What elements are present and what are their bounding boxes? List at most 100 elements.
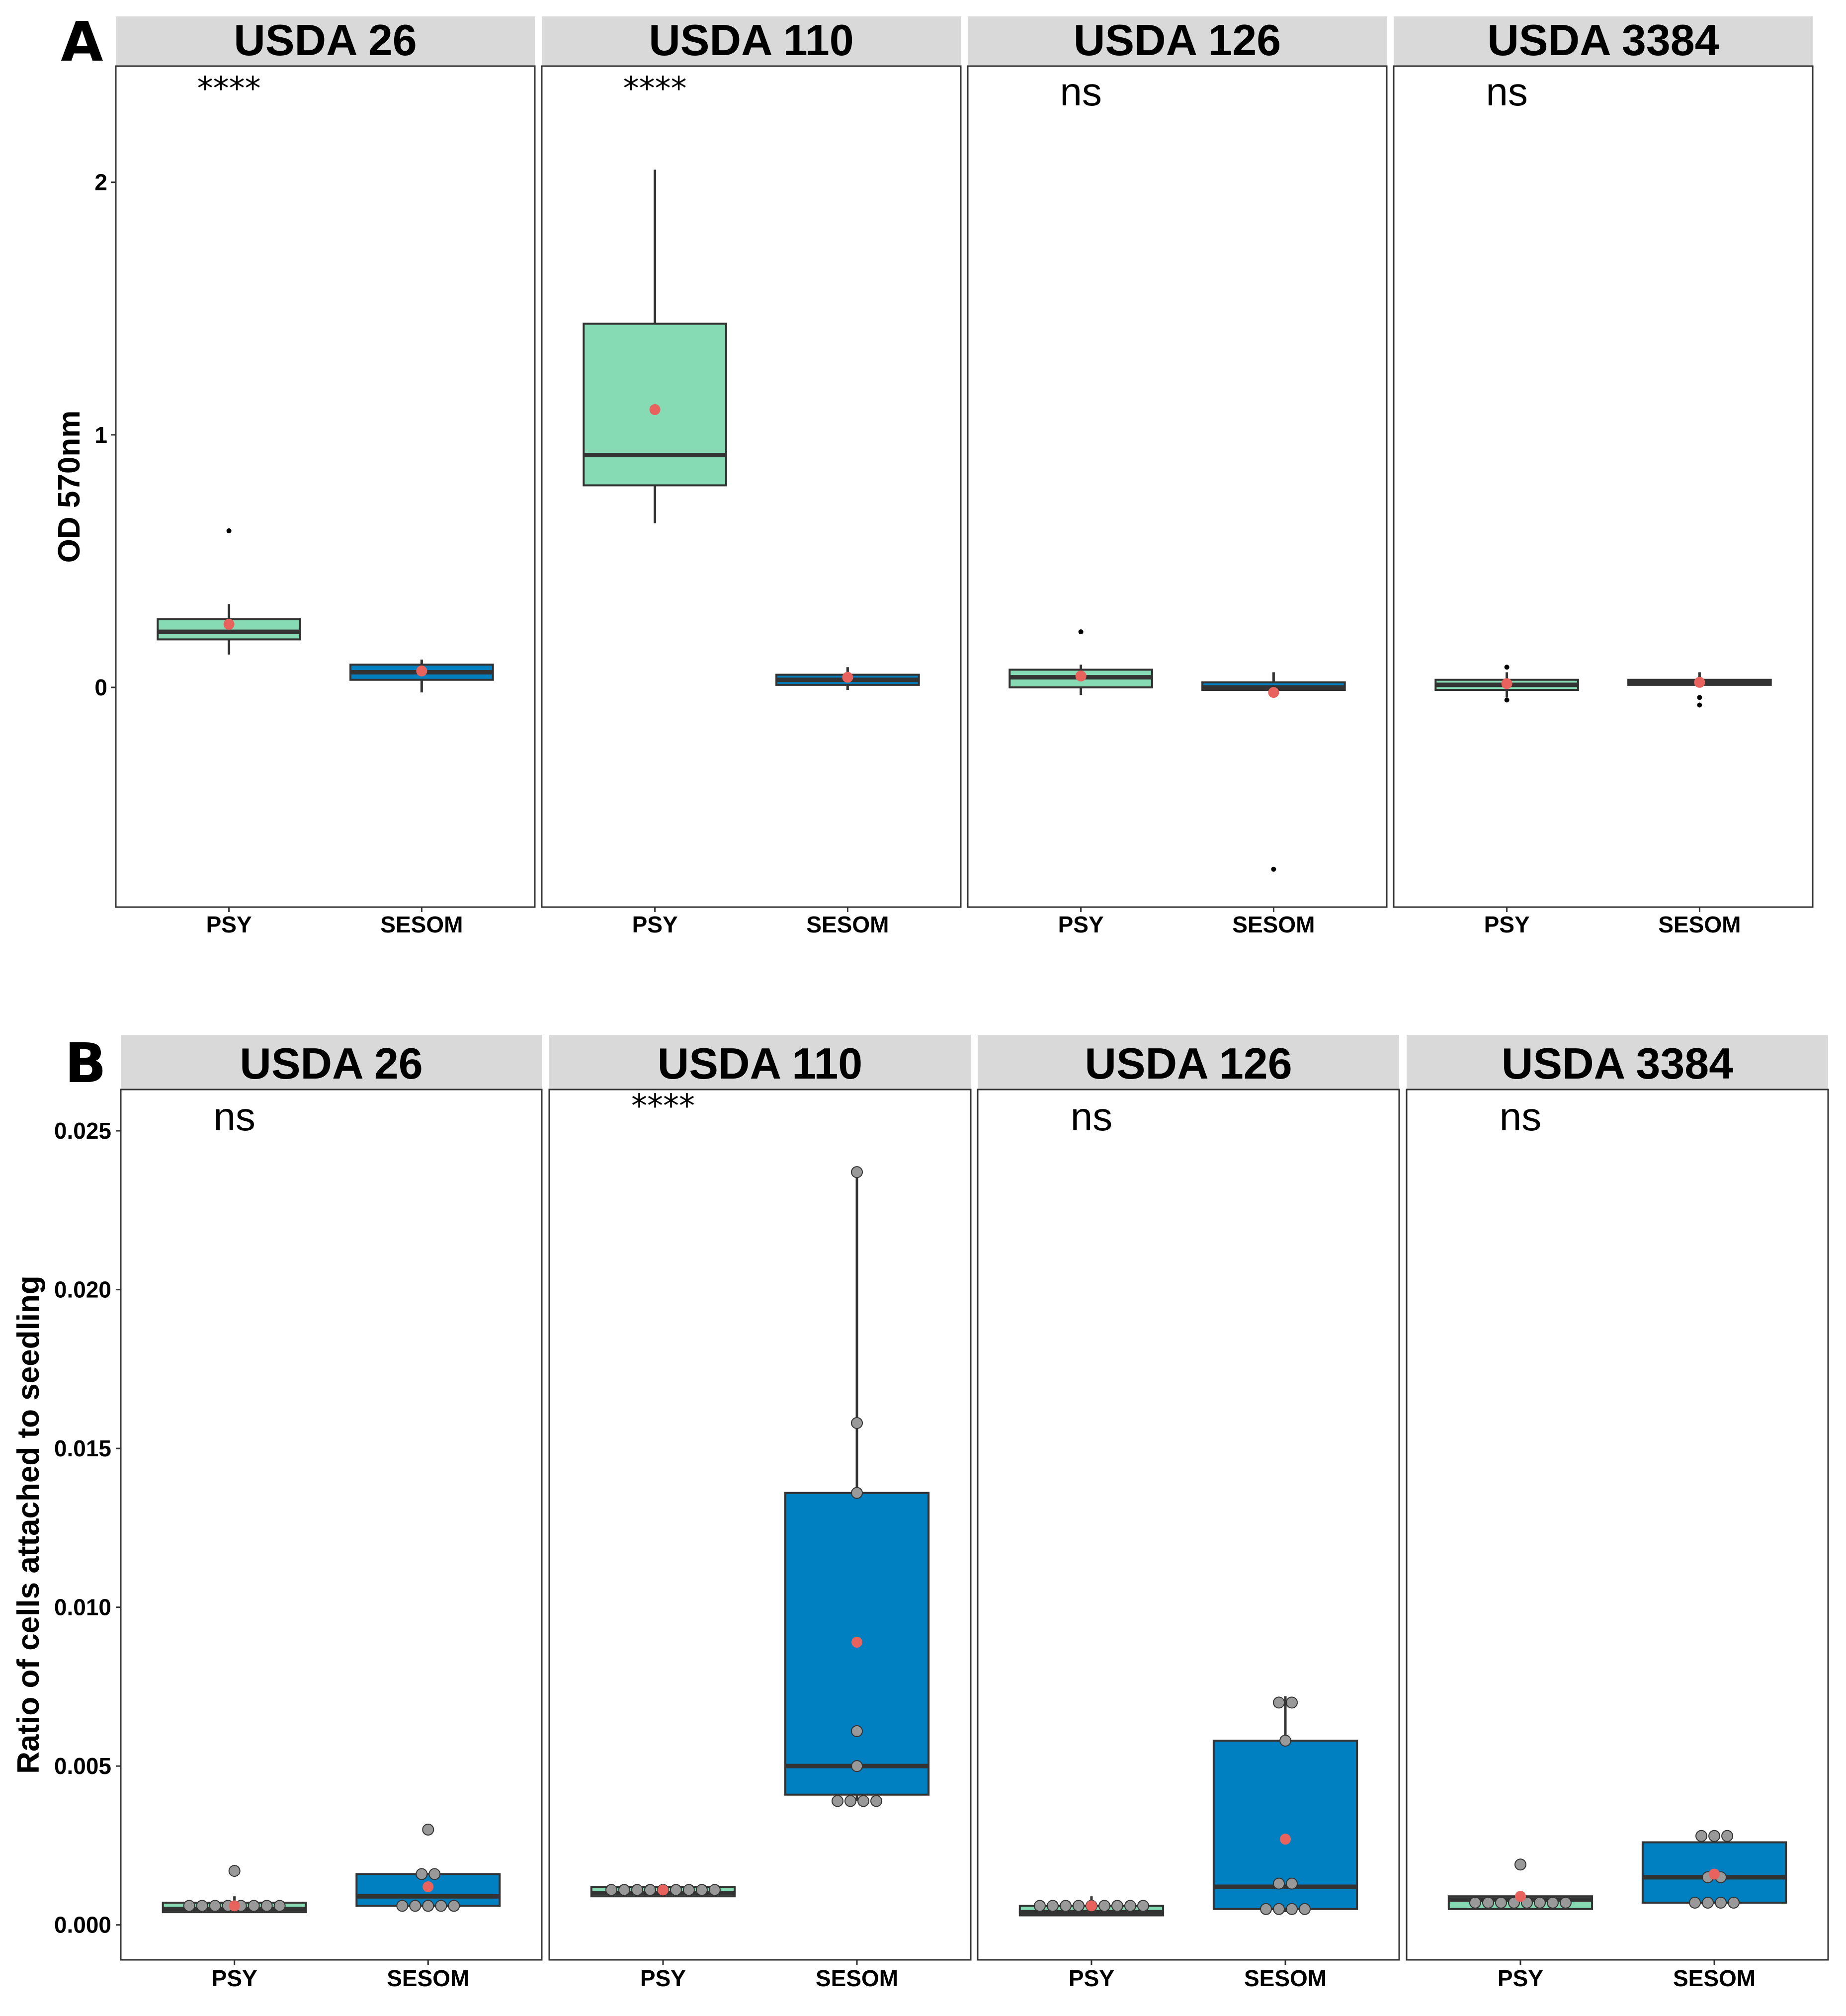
significance-label: ns (1071, 1094, 1113, 1139)
data-point (1286, 1877, 1298, 1890)
data-point (228, 1865, 241, 1877)
x-tick-label: PSY (1069, 1965, 1114, 1991)
data-point (618, 1884, 630, 1896)
data-point (695, 1884, 708, 1896)
data-point (682, 1884, 695, 1896)
facet-usda-3384: USDA 3384 ns PSY SESOM (1393, 15, 1814, 937)
x-tick-label: SESOM (1673, 1965, 1756, 1991)
x-tick-label: PSY (632, 912, 678, 937)
facet-usda-126: USDA 126 ns PSY SESOM (977, 1035, 1400, 1991)
y-tick-label: 0.010 (54, 1595, 111, 1620)
box-sesom: SESOM (349, 660, 494, 937)
data-point (435, 1900, 447, 1912)
data-point (416, 1868, 428, 1880)
box-psy: PSY (1018, 1896, 1165, 1991)
data-point (248, 1900, 260, 1912)
x-tick-label: PSY (212, 1965, 257, 1991)
data-point (1495, 1896, 1507, 1909)
data-point (1286, 1696, 1298, 1709)
facet-strip (1407, 1035, 1828, 1090)
data-point (605, 1884, 617, 1896)
facet-usda-26: USDA 26 ns PSY SESOM (120, 1035, 543, 1991)
significance-label: ns (213, 1094, 255, 1139)
data-point (209, 1900, 221, 1912)
facet-strip (968, 16, 1387, 66)
facet-strip (121, 1035, 542, 1090)
x-tick-label: SESOM (1244, 1965, 1327, 1991)
box-psy: PSY (162, 1865, 307, 1991)
mean-point (1514, 1891, 1526, 1902)
significance-label: **** (631, 1088, 695, 1125)
box-psy: PSY (1008, 629, 1153, 937)
data-point (1046, 1900, 1059, 1912)
data-point (1482, 1896, 1494, 1909)
facet-title: USDA 110 (649, 15, 854, 65)
facet-title: USDA 3384 (1502, 1039, 1733, 1088)
x-tick-label: PSY (206, 912, 252, 937)
facet-title: USDA 126 (1085, 1039, 1292, 1088)
x-tick-label: SESOM (1232, 912, 1315, 937)
facet-strip (542, 16, 961, 66)
box-sesom: SESOM (775, 667, 920, 937)
data-point (1299, 1903, 1311, 1915)
box-psy: PSY (1434, 665, 1579, 937)
data-point (870, 1795, 883, 1807)
data-point (273, 1900, 286, 1912)
data-point (422, 1900, 434, 1912)
facet-strip (116, 16, 535, 66)
box-sesom: SESOM (1201, 672, 1346, 937)
data-point (644, 1884, 656, 1896)
data-point (1033, 1900, 1046, 1912)
facet-title: USDA 26 (240, 1039, 422, 1088)
data-point (1279, 1735, 1292, 1747)
x-tick-label: PSY (1498, 1965, 1543, 1991)
mean-point (1075, 671, 1087, 682)
mean-point (229, 1900, 240, 1912)
data-point (1273, 1696, 1285, 1709)
facet-panel (115, 65, 536, 908)
x-tick-label: SESOM (806, 912, 889, 937)
data-point (851, 1760, 863, 1772)
box-iqr (1212, 1740, 1358, 1910)
mean-point (851, 1636, 863, 1648)
outlier-point (1504, 697, 1510, 703)
outlier-point (1697, 695, 1702, 700)
mean-point (1086, 1900, 1097, 1912)
y-tick-label: 0.005 (54, 1753, 111, 1779)
data-point (1689, 1896, 1701, 1909)
data-point (631, 1884, 643, 1896)
outlier-point (1697, 702, 1702, 708)
mean-point (422, 1881, 434, 1893)
facet-panel (120, 1089, 543, 1961)
x-tick-label: SESOM (380, 912, 463, 937)
data-point (1286, 1903, 1298, 1915)
data-point (396, 1900, 409, 1912)
facet-usda-26: USDA 26 **** PSY SESOM (115, 15, 536, 937)
significance-label: ns (1500, 1094, 1542, 1139)
y-tick-label: 2 (94, 169, 107, 195)
panel-letter: B (65, 1031, 106, 1095)
y-axis-title: OD 570nm (52, 411, 86, 563)
mean-point (1501, 678, 1512, 689)
data-point (409, 1900, 421, 1912)
data-point (1273, 1903, 1285, 1915)
x-tick-label: SESOM (816, 1965, 898, 1991)
y-tick-label: 1 (94, 422, 107, 448)
data-point (1708, 1830, 1721, 1842)
facet-title: USDA 26 (234, 15, 417, 65)
facet-usda-3384: USDA 3384 ns PSY SESOM (1406, 1035, 1829, 1991)
data-point (1059, 1900, 1072, 1912)
facet-title: USDA 3384 (1487, 15, 1719, 65)
box-psy: PSY (1447, 1858, 1594, 1991)
panel-B: B Ratio of cells attached to seedling 0.00… (11, 1031, 1829, 1991)
facet-strip (549, 1035, 971, 1090)
y-tick-label: 0.015 (54, 1435, 111, 1461)
mean-point (1268, 687, 1279, 698)
data-point (1124, 1900, 1136, 1912)
facet-strip (1394, 16, 1813, 66)
mean-point (1709, 1868, 1720, 1880)
outlier-point (1504, 665, 1510, 670)
data-point (851, 1725, 863, 1737)
x-tick-label: SESOM (387, 1965, 469, 1991)
data-point (428, 1868, 441, 1880)
